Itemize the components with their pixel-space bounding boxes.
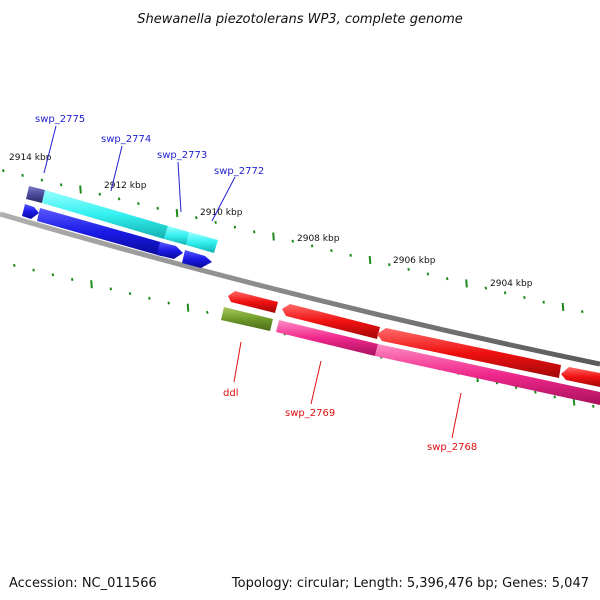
- leader-line: [110, 145, 123, 192]
- map-title: Shewanella piezotolerans WP3, complete g…: [137, 12, 463, 27]
- genome-backbone: [0, 211, 600, 367]
- scale-tick: [534, 390, 537, 394]
- label-leaders: [43, 125, 462, 439]
- gene-label-ddl[interactable]: ddl: [223, 388, 238, 399]
- scale-tick: [368, 255, 372, 265]
- scale-tick: [561, 302, 565, 311]
- cds-arrow: [561, 367, 600, 387]
- scale-tick: [186, 303, 190, 312]
- scale-tick: [156, 206, 159, 210]
- scale-label: 2908 kbp: [297, 234, 340, 244]
- scale-tick: [445, 277, 449, 281]
- gene-label-swp_2773[interactable]: swp_2773: [157, 150, 207, 161]
- gene-swp_2768-feature: [375, 344, 600, 405]
- scale-tick: [195, 216, 198, 220]
- scale-tick: [206, 310, 209, 314]
- scale-tick: [523, 295, 526, 300]
- scale-tick: [109, 287, 113, 291]
- scale-label: 2906 kbp: [393, 256, 436, 266]
- scale-tick: [51, 273, 55, 277]
- scale-tick: [503, 291, 507, 295]
- cds-arrow: [22, 204, 39, 219]
- scale-tick: [349, 253, 352, 257]
- forward-gene-track: [26, 186, 218, 253]
- scale-tick: [542, 300, 545, 304]
- gene-swp_2772-feature: [186, 232, 218, 253]
- scale-tick: [592, 404, 595, 408]
- scale-tick: [70, 277, 74, 282]
- genome-summary-text: Topology: circular; Length: 5,396,476 bp…: [231, 576, 589, 591]
- scale-label: 2904 kbp: [490, 279, 533, 289]
- scale-label: 2912 kbp: [104, 181, 147, 191]
- gene-label-swp_2768[interactable]: swp_2768: [427, 442, 477, 453]
- scale-tick: [291, 239, 295, 243]
- scale-tick: [310, 244, 314, 248]
- scale-tick: [98, 192, 102, 196]
- gene-labels: swp_2775 swp_2774 swp_2773 swp_2772 ddl …: [35, 114, 477, 453]
- leader-line: [310, 360, 322, 405]
- scale-tick: [214, 220, 217, 224]
- scale-tick: [167, 301, 170, 305]
- reverse-cds-track: [228, 291, 600, 387]
- gene-label-swp_2774[interactable]: swp_2774: [101, 134, 151, 145]
- scale-tick: [330, 249, 333, 253]
- scale-tick: [137, 202, 140, 206]
- gene-swp_2775-feature: [26, 186, 45, 203]
- gene-ddl-feature: [221, 307, 273, 331]
- scale-tick: [21, 173, 24, 177]
- scale-tick: [407, 267, 410, 271]
- scale-tick: [581, 310, 584, 314]
- scale-tick: [175, 208, 179, 218]
- gene-label-swp_2769[interactable]: swp_2769: [285, 408, 335, 419]
- scale-label: 2910 kbp: [200, 208, 243, 218]
- scale-labels: 2914 kbp 2912 kbp 2910 kbp 2908 kbp 2906…: [9, 153, 533, 289]
- scale-tick: [40, 178, 44, 182]
- scale-tick: [59, 183, 63, 187]
- scale-tick: [13, 263, 16, 267]
- gene-swp_2773-feature: [164, 226, 189, 245]
- scale-tick: [553, 395, 556, 399]
- leader-line: [451, 392, 462, 439]
- scale-tick: [484, 286, 488, 290]
- accession-text: Accession: NC_011566: [9, 576, 157, 591]
- cds-arrow: [377, 328, 561, 378]
- scale-tick: [32, 268, 35, 272]
- leader-line: [177, 161, 182, 213]
- gene-label-swp_2775[interactable]: swp_2775: [35, 114, 85, 125]
- scale-tick: [465, 279, 468, 288]
- scale-tick: [148, 296, 151, 300]
- cds-arrow: [157, 242, 183, 259]
- scale-tick: [233, 225, 237, 229]
- cds-arrow: [182, 250, 212, 268]
- scale-tick: [388, 263, 391, 267]
- scale-tick: [2, 169, 5, 173]
- forward-cds-track: [22, 204, 212, 268]
- gene-swp_2774-feature: [42, 190, 168, 239]
- scale-tick: [128, 292, 132, 296]
- cds-arrow: [282, 304, 380, 339]
- scale-tick: [117, 197, 121, 201]
- leader-line: [43, 125, 57, 174]
- gene-label-swp_2772[interactable]: swp_2772: [214, 166, 264, 177]
- reverse-gene-track: [221, 307, 600, 405]
- gene-swp_2769-feature: [276, 320, 378, 356]
- cds-arrow: [37, 208, 171, 256]
- scale-tick: [426, 272, 430, 276]
- scale-tick: [272, 232, 275, 241]
- cds-arrow: [228, 291, 278, 313]
- leader-line: [233, 341, 242, 383]
- leader-line: [211, 176, 236, 222]
- scale-tick: [252, 230, 256, 234]
- scale-tick: [90, 280, 93, 289]
- scale-label: 2914 kbp: [9, 153, 52, 163]
- scale-tick: [79, 185, 82, 194]
